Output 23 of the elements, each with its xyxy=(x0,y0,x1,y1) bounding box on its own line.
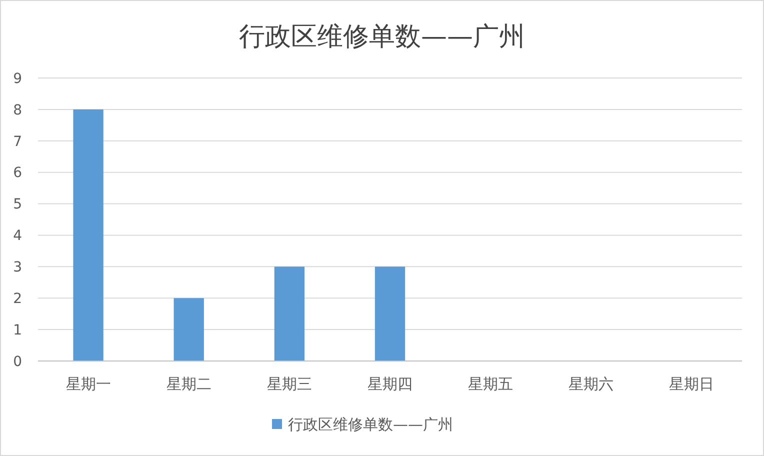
x-tick-label: 星期日 xyxy=(669,375,714,393)
x-tick-label: 星期二 xyxy=(166,375,212,393)
y-tick-label: 3 xyxy=(13,260,22,276)
x-tick-label: 星期三 xyxy=(266,375,312,393)
y-tick-label: 7 xyxy=(13,134,22,150)
x-tick-label: 星期五 xyxy=(468,375,514,393)
y-tick-label: 0 xyxy=(13,354,22,370)
y-tick-label: 8 xyxy=(13,102,22,118)
x-tick-label: 星期一 xyxy=(66,375,111,393)
bar xyxy=(374,266,406,361)
x-tick-label: 星期六 xyxy=(568,375,614,393)
x-tick-label: 星期四 xyxy=(368,375,412,393)
bar xyxy=(73,109,104,361)
y-tick-label: 9 xyxy=(13,70,22,87)
bar xyxy=(274,266,305,361)
y-tick-label: 5 xyxy=(13,196,22,213)
y-tick-label: 6 xyxy=(13,165,22,182)
y-tick-label: 2 xyxy=(13,291,22,308)
y-tick-label: 1 xyxy=(13,322,22,338)
y-tick-label: 4 xyxy=(13,228,22,244)
chart-title: 行政区维修单数——广州 xyxy=(239,22,525,52)
bar xyxy=(174,298,204,361)
legend-label: 行政区维修单数——广州 xyxy=(288,415,453,434)
